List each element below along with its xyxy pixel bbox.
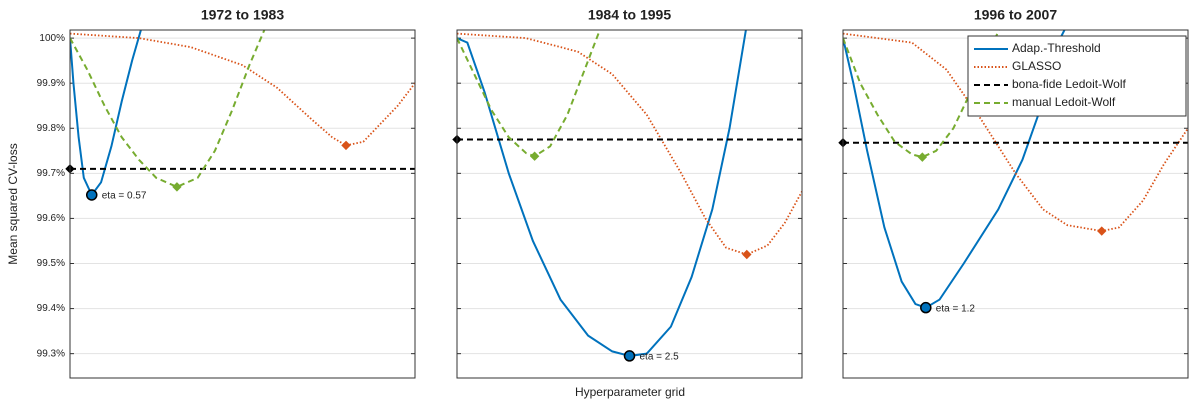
y-axis-label: Mean squared CV-loss	[6, 143, 20, 264]
annotation-point	[85, 189, 98, 201]
legend-text: Adap.-Threshold	[1012, 41, 1101, 55]
annotation-text: eta = 1.2	[936, 303, 976, 314]
series-line	[70, 30, 266, 188]
axes-frame	[69, 29, 416, 379]
plot-area	[70, 30, 415, 197]
optimum-marker	[1097, 226, 1107, 236]
annotation-point	[623, 350, 636, 362]
plot-area	[457, 30, 802, 357]
y-tick-label: 100%	[39, 33, 65, 44]
panel-title: 1996 to 2007	[974, 7, 1057, 23]
y-tick-label: 99.5%	[37, 258, 65, 269]
y-tick-label: 99.8%	[37, 123, 65, 134]
annotation-text: eta = 0.57	[102, 191, 147, 202]
x-axis-label: Hyperparameter grid	[575, 385, 685, 399]
annotation-point	[920, 301, 932, 314]
legend-text: bona-fide Ledoit-Wolf	[1012, 77, 1127, 91]
optimum-marker	[341, 140, 351, 151]
optimum-marker	[917, 152, 928, 162]
series-line	[843, 32, 1188, 232]
axes-frame	[456, 29, 803, 379]
axes-frame	[842, 29, 1189, 379]
y-tick-label: 99.9%	[37, 78, 65, 89]
y-tick-label: 99.4%	[37, 303, 65, 314]
optimum-marker	[742, 249, 752, 260]
series-line	[70, 30, 142, 197]
panel-title: 1972 to 1983	[201, 7, 284, 23]
legend-text: manual Ledoit-Wolf	[1012, 95, 1116, 109]
annotation-text: eta = 2.5	[640, 352, 680, 363]
series-line	[457, 30, 601, 158]
optimum-marker	[529, 151, 540, 161]
y-tick-label: 99.6%	[37, 213, 65, 224]
panel-title: 1984 to 1995	[588, 7, 671, 23]
series-line	[70, 32, 415, 147]
y-tick-label: 99.7%	[37, 168, 65, 179]
optimum-marker	[172, 182, 182, 192]
y-tick-label: 99.3%	[37, 348, 65, 359]
legend-text: GLASSO	[1012, 59, 1061, 73]
series-line	[457, 32, 802, 256]
series-line	[457, 30, 747, 357]
